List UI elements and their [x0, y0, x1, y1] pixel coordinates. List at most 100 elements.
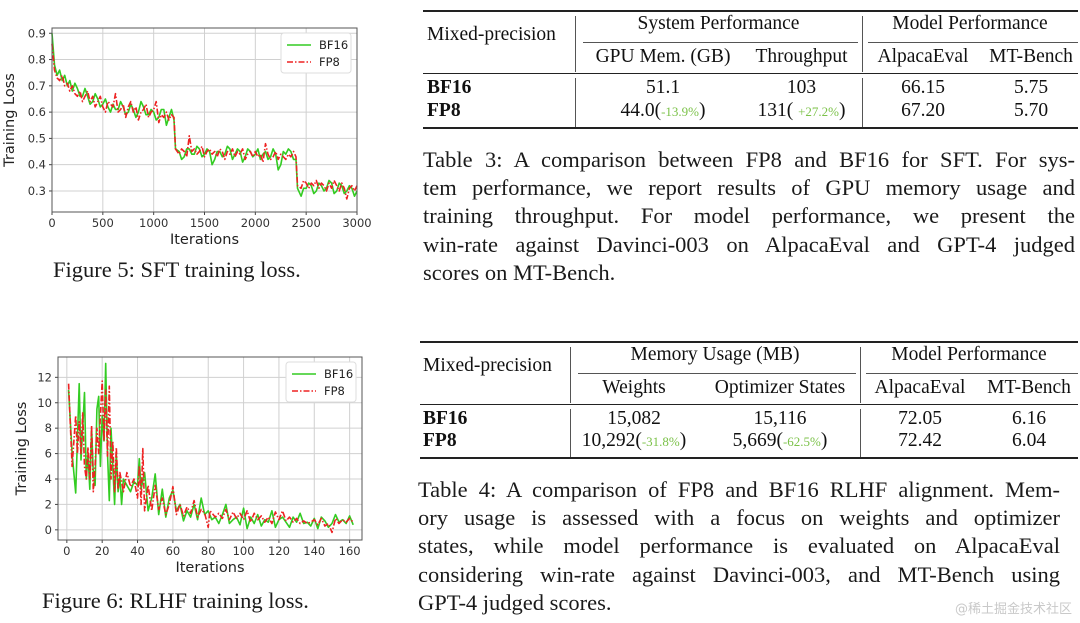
top-rule [420, 341, 1078, 343]
y-tick-label: 0.8 [28, 53, 46, 67]
sft-loss-chart: 0 500 1000 1500 2000 2500 3000 0.3 0.4 0.5 0.6 0.7 0… [0, 20, 380, 250]
plot-frame [51, 27, 358, 213]
mid-rule [423, 73, 1078, 74]
caption-line: Table 3: A comparison between FP8 and BF… [423, 147, 1075, 172]
divider [862, 78, 863, 128]
value: 44.0 [620, 100, 655, 121]
legend-label-bf16: BF16 [319, 38, 348, 52]
figure5-caption: Figure 5: SFT training loss. [53, 257, 301, 282]
watermark: @稀土掘金技术社区 [954, 602, 1072, 617]
divider [575, 16, 576, 72]
legend-label-fp8: FP8 [319, 55, 340, 69]
group-header-system: System Performance [637, 13, 800, 34]
y-tick-label: 6 [45, 447, 52, 461]
value: 131 [757, 100, 787, 121]
table4-caption: Table 4: A comparison of FP8 and BF16 RL… [418, 476, 1060, 617]
y-tick-label: 0.4 [28, 158, 46, 172]
cell-value: 67.20 [901, 100, 945, 121]
y-tick-label: 0.6 [28, 105, 46, 119]
column-header: AlpacaEval [874, 377, 966, 398]
cell-value: 72.42 [898, 430, 942, 451]
row-label: BF16 [423, 408, 468, 429]
legend-box [285, 361, 357, 403]
divider [860, 347, 861, 403]
divider [860, 409, 861, 459]
y-tick-label: 0.7 [28, 79, 46, 93]
y-tick-label: 0 [45, 523, 52, 537]
caption-line: training throughput. For model performan… [423, 203, 1075, 229]
row-label: FP8 [427, 100, 461, 121]
x-axis-label: Iterations [170, 232, 239, 248]
divider [862, 16, 863, 72]
x-tick-label: 2000 [241, 216, 270, 230]
y-axis-label: Training Loss [2, 73, 18, 168]
x-tick-label: 40 [130, 544, 145, 558]
cell-value: 51.1 [645, 77, 681, 98]
series-line-fp8 [51, 43, 358, 200]
x-tick-label: 160 [339, 544, 361, 558]
delta-badge: -13.9% [661, 104, 700, 119]
cell-value: 6.04 [1011, 430, 1047, 451]
y-tick-label: 0.3 [28, 184, 46, 198]
x-tick-label: 0 [63, 544, 70, 558]
column-header: Optimizer States [714, 377, 846, 398]
legend-box [280, 32, 352, 74]
column-header: Weights [602, 377, 666, 398]
cell-value: 131( +27.2%) [757, 100, 846, 121]
column-header: MT-Bench [987, 377, 1071, 398]
series-line-fp8 [67, 380, 354, 534]
plot-frame [57, 356, 363, 541]
caption-line: GPT-4 judged scores. [418, 589, 612, 615]
rlhf-loss-chart: 0 20 40 60 80 100 120 140 160 0 2 4 6 8 10 12 Iterations… [0, 350, 380, 580]
chart-svg: 0 500 1000 1500 2000 2500 3000 0.3 0.4 0.5 0.6 0.7 0… [2, 26, 372, 248]
caption-line: tem performance, we report results of GP… [423, 175, 1075, 201]
x-tick-label: 20 [95, 544, 110, 558]
cell-value: 6.16 [1011, 408, 1047, 429]
column-header: GPU Mem. (GB) [595, 46, 731, 67]
x-tick-label: 80 [201, 544, 216, 558]
y-tick-label: 0.5 [28, 131, 46, 145]
row-label: BF16 [427, 77, 472, 98]
column-header: Throughput [755, 46, 848, 67]
table4: Mixed-precision Memory Usage (MB) Model … [420, 341, 1078, 461]
chart-svg: 0 20 40 60 80 100 120 140 160 0 2 4 6 8 10 12 Iterations… [14, 356, 363, 576]
header-mixed-precision: Mixed-precision [423, 355, 552, 376]
row-label: FP8 [423, 430, 457, 451]
x-tick-label: 100 [233, 544, 255, 558]
x-tick-label: 0 [48, 216, 55, 230]
x-tick-label: 1500 [190, 216, 219, 230]
group-header-memory: Memory Usage (MB) [630, 344, 800, 365]
group-rule [866, 373, 1078, 374]
header-mixed-precision: Mixed-precision [427, 24, 556, 45]
caption-line: scores on MT-Bench. [423, 259, 616, 285]
value: 10,292 [581, 430, 636, 451]
x-tick-label: 3000 [342, 216, 371, 230]
x-tick-label: 1000 [139, 216, 168, 230]
cell-value: 15,082 [607, 408, 661, 429]
x-tick-label: 140 [303, 544, 325, 558]
x-tick-label: 60 [166, 544, 181, 558]
cell-value: 44.0(-13.9%) [620, 100, 706, 121]
delta-badge: -31.8% [641, 434, 680, 449]
column-header: MT-Bench [989, 46, 1073, 67]
y-tick-label: 10 [37, 396, 52, 410]
caption-line: considering win-rate against Davinci-003… [418, 561, 1060, 587]
divider [570, 409, 571, 459]
y-tick-label: 0.9 [28, 26, 46, 40]
column-header: AlpacaEval [877, 46, 969, 67]
caption-line: ory usage is assessed with a focus on we… [418, 505, 1060, 531]
cell-value: 5,669(-62.5%) [732, 430, 828, 451]
group-rule [583, 42, 858, 43]
caption-line: win-rate against Davinci-003 on AlpacaEv… [423, 231, 1075, 257]
series-line-bf16 [51, 33, 358, 197]
group-rule [868, 42, 1078, 43]
cell-value: 5.70 [1013, 100, 1049, 121]
bottom-rule [423, 127, 1078, 129]
group-header-model: Model Performance [891, 344, 1047, 365]
figure6-caption: Figure 6: RLHF training loss. [42, 588, 309, 613]
cell-value: 10,292(-31.8%) [581, 430, 687, 451]
x-tick-label: 2500 [292, 216, 321, 230]
y-axis-label: Training Loss [14, 402, 30, 497]
x-tick-label: 500 [92, 216, 114, 230]
